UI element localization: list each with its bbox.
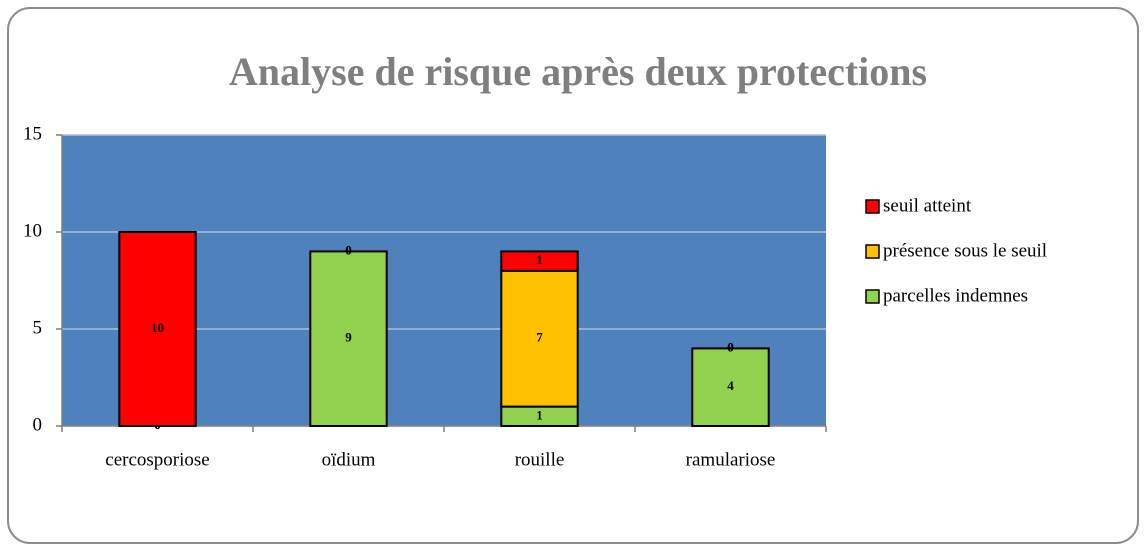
- bar-segment: [500, 269, 579, 408]
- legend-label: présence sous le seuil: [883, 240, 1047, 261]
- data-label: 0: [345, 242, 352, 257]
- data-label: 10: [151, 320, 164, 335]
- x-tick-label: rouille: [515, 449, 565, 470]
- y-tick-label: 10: [23, 220, 42, 241]
- legend-swatch: [865, 244, 880, 259]
- bar-segment: [691, 347, 770, 427]
- legend-swatch: [865, 199, 880, 214]
- bar-segment: [500, 250, 579, 272]
- data-label: 9: [345, 330, 352, 345]
- data-label: 1: [536, 252, 543, 267]
- data-label: 0: [727, 339, 734, 354]
- x-tick-label: cercosporiose: [105, 449, 209, 470]
- legend-label: seuil atteint: [883, 195, 972, 216]
- bar-segment: [309, 250, 388, 427]
- legend-swatch: [865, 289, 880, 304]
- data-label: 0: [345, 242, 352, 257]
- legend-label: parcelles indemnes: [883, 285, 1028, 306]
- data-label: 4: [727, 378, 734, 393]
- data-label: 0: [727, 339, 734, 354]
- chart-title: Analyse de risque après deux protections: [229, 49, 927, 94]
- data-label: 1: [536, 407, 543, 422]
- y-tick-label: 5: [33, 317, 43, 338]
- data-label: 7: [536, 330, 543, 345]
- x-tick-label: ramulariose: [686, 449, 776, 470]
- bar-segment: [118, 231, 197, 427]
- y-tick-label: 15: [23, 123, 42, 144]
- x-tick-label: oïdium: [322, 449, 376, 470]
- y-tick-label: 0: [33, 414, 43, 435]
